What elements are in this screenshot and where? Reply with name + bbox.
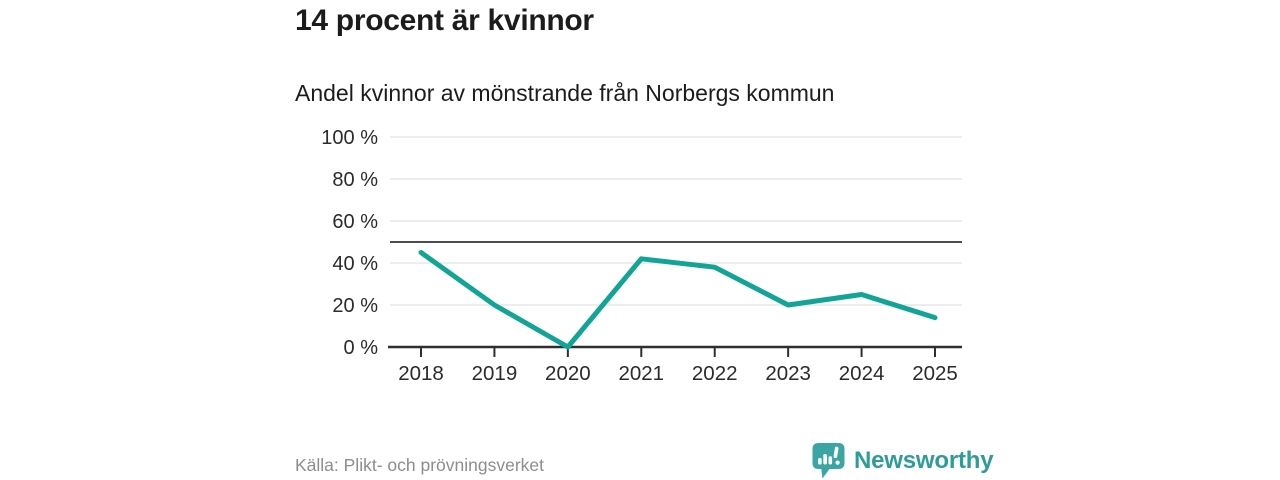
chart-subtitle: Andel kvinnor av mönstrande från Norberg… xyxy=(295,80,835,106)
x-axis-tick-label: 2018 xyxy=(398,362,444,385)
newsworthy-logo: Newsworthy xyxy=(812,443,994,479)
y-axis-tick-label: 40 % xyxy=(332,253,378,275)
y-axis-tick-label: 60 % xyxy=(332,211,378,233)
data-line-Andel kvinnor av mönstrande xyxy=(418,250,938,350)
newsworthy-logo-icon xyxy=(812,443,845,479)
x-axis-tick-label: 2024 xyxy=(839,362,885,385)
x-axis-tick-label: 2019 xyxy=(472,362,518,385)
page-title: 14 procent är kvinnor xyxy=(295,4,594,37)
x-axis-tick-label: 2023 xyxy=(765,362,811,385)
newsworthy-logo-text: Newsworthy xyxy=(854,447,994,474)
y-axis-tick-label: 80 % xyxy=(332,169,378,191)
source-note: Källa: Plikt- och prövningsverket xyxy=(295,455,544,475)
y-axis-tick-label: 100 % xyxy=(321,127,378,149)
x-axis-tick-label: 2025 xyxy=(912,362,958,385)
x-axis-tick-label: 2021 xyxy=(618,362,664,385)
y-axis-tick-label: 0 % xyxy=(344,337,379,359)
x-axis-tick-label: 2020 xyxy=(545,362,591,385)
y-axis-tick-label: 20 % xyxy=(332,295,378,317)
x-axis-tick-label: 2022 xyxy=(692,362,738,385)
line-chart: 0 % 20 % 40 % 60 % 80 % 100 % 2018 2019 2020 2021… xyxy=(321,127,962,385)
